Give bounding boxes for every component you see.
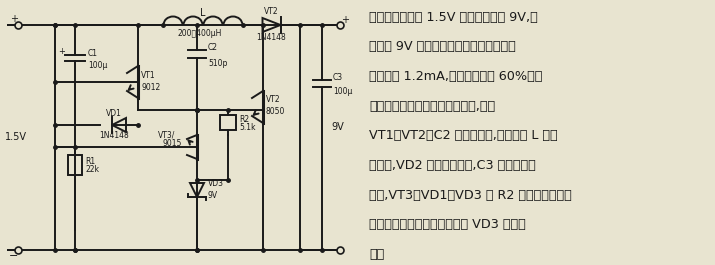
Text: 9V: 9V	[208, 191, 218, 200]
Text: VT1、VT2、C2 组成振荡器,色码电感 L 为储: VT1、VT2、C2 组成振荡器,色码电感 L 为储	[370, 129, 558, 142]
Text: 的稳压电路。输出电压约等于 VD3 的稳压: 的稳压电路。输出电压约等于 VD3 的稳压	[370, 218, 526, 231]
Bar	[220, 115, 236, 130]
Bar	[68, 155, 82, 175]
Text: VD1: VD1	[106, 109, 122, 118]
Text: R2: R2	[239, 115, 249, 124]
Text: C1: C1	[88, 48, 98, 58]
Text: 1N4148: 1N4148	[99, 131, 129, 140]
Text: −: −	[9, 251, 19, 261]
Text: VT2: VT2	[264, 7, 279, 15]
Text: 510p: 510p	[208, 59, 227, 68]
Text: +: +	[10, 14, 18, 24]
Text: 200～400μH: 200～400μH	[178, 29, 222, 38]
Text: VT2: VT2	[266, 95, 280, 104]
Text: 22k: 22k	[85, 166, 99, 174]
Text: 5.1k: 5.1k	[239, 123, 255, 132]
Text: 电流低于 1.2mA,转换效率高达 60%。该: 电流低于 1.2mA,转换效率高达 60%。该	[370, 70, 543, 83]
Text: 该电路可将一节 1.5V 的电池升压至 9V,用: 该电路可将一节 1.5V 的电池升压至 9V,用	[370, 11, 538, 24]
Text: 9V: 9V	[332, 122, 345, 132]
Text: C2: C2	[208, 43, 218, 52]
Text: 9015: 9015	[162, 139, 182, 148]
Text: 9012: 9012	[141, 82, 160, 91]
Text: VT3/: VT3/	[158, 130, 176, 139]
Text: +: +	[59, 47, 66, 56]
Text: 值。: 值。	[370, 248, 385, 261]
Text: VT1: VT1	[141, 70, 156, 80]
Text: 100μ: 100μ	[333, 87, 352, 96]
Text: C3: C3	[333, 73, 343, 82]
Text: R1: R1	[85, 157, 95, 166]
Text: 来取代 9V 叠层电池使用。电路空载输入: 来取代 9V 叠层电池使用。电路空载输入	[370, 40, 516, 53]
Text: 1N4148: 1N4148	[257, 33, 287, 42]
Text: +: +	[341, 15, 349, 25]
Text: L: L	[200, 8, 206, 18]
Text: 能电感,VD2 为整流二极管,C3 为输出滤波: 能电感,VD2 为整流二极管,C3 为输出滤波	[370, 159, 536, 172]
Text: VD3: VD3	[208, 179, 224, 188]
Text: 电路由振荡电路和稳压电路构成,其中: 电路由振荡电路和稳压电路构成,其中	[370, 100, 495, 113]
Text: 1.5V: 1.5V	[5, 132, 27, 143]
Text: 100μ: 100μ	[88, 60, 107, 69]
Text: 8050: 8050	[266, 108, 285, 117]
Text: 电容,VT3、VD1、VD3 及 R2 为稳定输出电压: 电容,VT3、VD1、VD3 及 R2 为稳定输出电压	[370, 189, 572, 202]
